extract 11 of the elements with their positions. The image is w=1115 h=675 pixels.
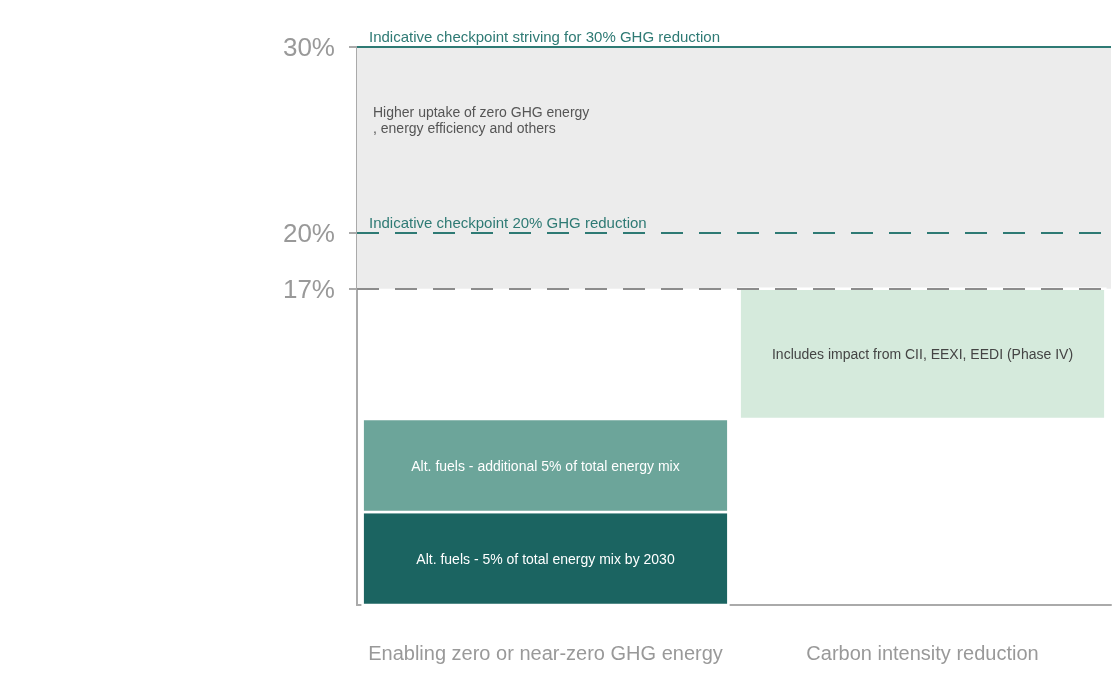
y-tick-label: 17% xyxy=(282,273,335,304)
series-label: Alt. fuels - 5% of total energy mix by 2030 xyxy=(416,550,675,567)
y-tick-label: 30% xyxy=(282,32,335,62)
band-label: Higher uptake of zero GHG energy, energy efficiency and others xyxy=(373,103,590,136)
series-label: Alt. fuels - additional 5% of total energy mix xyxy=(411,457,680,474)
x-tick-label: Enabling zero or near-zero GHG energy xyxy=(368,642,723,664)
ref-line-label: Indicative checkpoint striving for 30% GHG reduction xyxy=(369,28,720,45)
x-tick-label: Carbon intensity reduction xyxy=(806,642,1039,664)
y-tick-label: 20% xyxy=(282,218,335,248)
series-label: Includes impact from CII, EEXI, EEDI (Phase IV) xyxy=(771,345,1074,362)
ref-line-label: Indicative checkpoint 20% GHG reduction xyxy=(369,214,647,231)
